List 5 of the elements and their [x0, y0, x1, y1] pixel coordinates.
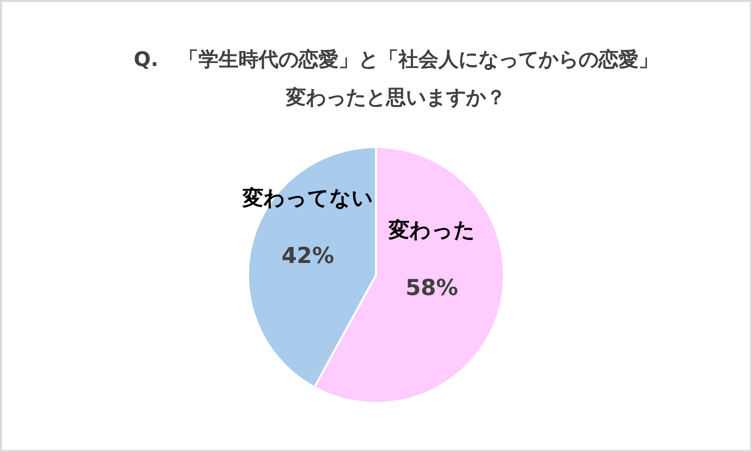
chart-title: Q. 「学生時代の恋愛」と「社会人になってからの恋愛」変わったと思いますか？	[132, 46, 660, 111]
slice-label: 変わった	[387, 218, 476, 242]
slice-label: 変わってない	[241, 186, 374, 210]
data-label: 42%	[281, 244, 334, 270]
data-label: 58%	[405, 276, 458, 302]
